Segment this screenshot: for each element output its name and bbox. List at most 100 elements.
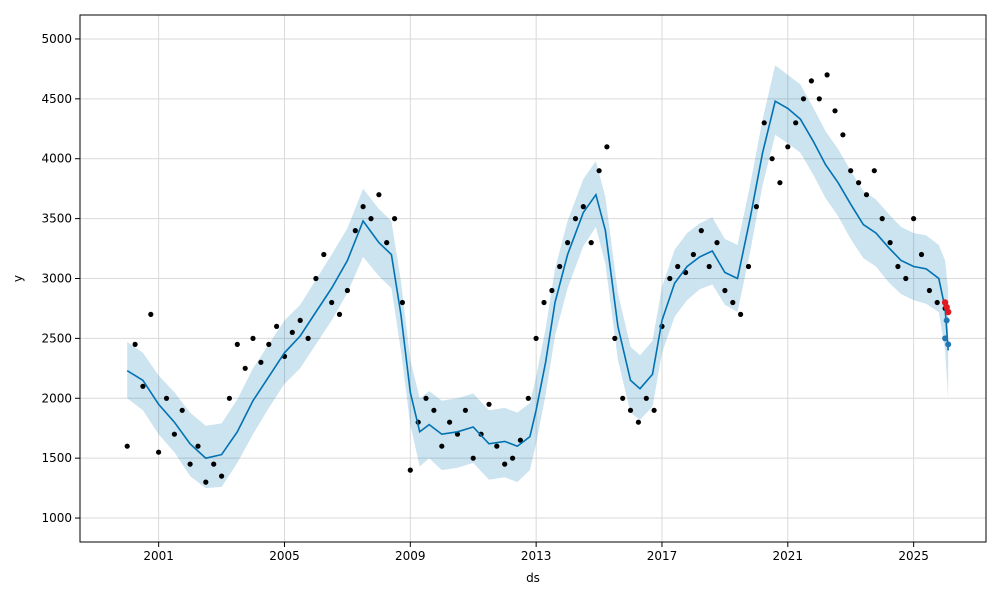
- observed-point: [439, 443, 445, 449]
- observed-point: [848, 168, 854, 174]
- observed-point: [800, 96, 807, 102]
- y-tick-label: 1500: [41, 451, 72, 465]
- observed-point: [376, 192, 382, 198]
- observed-point: [604, 144, 610, 150]
- observed-point: [926, 287, 933, 294]
- observed-point: [643, 395, 649, 401]
- observed-point: [588, 240, 594, 246]
- observed-point: [533, 335, 539, 341]
- observed-point: [612, 335, 618, 341]
- observed-point: [808, 78, 815, 84]
- observed-point: [871, 168, 877, 174]
- observed-point: [549, 287, 555, 294]
- observed-point: [336, 311, 343, 317]
- observed-point: [289, 329, 295, 335]
- observed-point: [816, 96, 822, 102]
- observed-point: [572, 216, 579, 222]
- future-point: [942, 335, 949, 342]
- forecast-line-path: [126, 99, 949, 460]
- y-axis: 1000 1500 2000 2500 3000 3500 4000 4500 5000: [41, 32, 80, 525]
- observed-point: [698, 228, 704, 234]
- future-point: [943, 317, 950, 324]
- observed-point: [132, 341, 138, 347]
- observed-point: [840, 132, 846, 138]
- y-axis-label: y: [11, 275, 25, 282]
- observed-point: [368, 216, 374, 222]
- forecast-line: [126, 99, 949, 460]
- observed-point: [187, 461, 193, 467]
- observed-point: [447, 419, 453, 425]
- highlight-point: [943, 304, 950, 311]
- observed-point: [777, 180, 783, 186]
- x-tick-label: 2025: [898, 549, 929, 563]
- observed-point: [250, 335, 256, 341]
- observed-point: [565, 240, 571, 246]
- observed-point: [274, 323, 280, 329]
- observed-point: [431, 407, 437, 413]
- observed-point: [557, 263, 563, 270]
- observed-point: [706, 263, 712, 270]
- observed-point: [895, 263, 901, 270]
- observed-point: [651, 407, 657, 413]
- observed-point: [226, 395, 232, 401]
- observed-point: [879, 216, 885, 222]
- observed-point: [675, 263, 681, 270]
- observed-point: [596, 168, 602, 174]
- x-axis: 2001 2005 2009 2013 2017 2021 2025: [143, 542, 929, 563]
- observed-point: [918, 251, 925, 258]
- x-tick-label: 2001: [143, 549, 174, 563]
- x-tick-label: 2005: [269, 549, 300, 563]
- observed-point: [462, 407, 468, 413]
- observed-point: [321, 251, 327, 258]
- observed-point: [627, 407, 634, 413]
- observed-point: [714, 240, 720, 246]
- observed-point: [124, 443, 130, 449]
- observed-point: [667, 275, 673, 282]
- y-tick-label: 4500: [41, 92, 72, 106]
- observed-point: [258, 359, 264, 365]
- observed-point: [832, 108, 838, 114]
- observed-point: [824, 72, 830, 78]
- observed-point: [211, 461, 217, 467]
- observed-point: [179, 407, 185, 413]
- observed-point: [156, 449, 162, 455]
- observed-point: [399, 299, 405, 306]
- observed-point: [486, 401, 492, 407]
- observed-point: [352, 228, 358, 234]
- highlight-point: [945, 308, 952, 316]
- observed-point: [148, 311, 154, 317]
- observed-point: [745, 263, 752, 270]
- x-tick-label: 2017: [647, 549, 678, 563]
- observed-point: [171, 431, 177, 437]
- x-tick-label: 2021: [773, 549, 804, 563]
- observed-point: [454, 431, 461, 437]
- observed-point: [934, 299, 940, 306]
- observed-point: [242, 365, 248, 371]
- forecast-points: [941, 299, 952, 348]
- observed-point: [722, 287, 728, 294]
- observed-point: [620, 395, 626, 401]
- y-tick-label: 1000: [41, 511, 72, 525]
- observed-point: [730, 299, 736, 306]
- x-tick-label: 2009: [395, 549, 426, 563]
- observed-point: [635, 419, 642, 425]
- grid: [80, 15, 986, 542]
- observed-point: [360, 204, 366, 210]
- y-tick-label: 3500: [41, 212, 72, 226]
- observed-point: [887, 240, 893, 246]
- observed-point: [502, 461, 508, 467]
- observed-point: [392, 216, 398, 222]
- future-point: [945, 341, 952, 348]
- observed-point: [690, 251, 697, 258]
- x-tick-label: 2013: [521, 549, 552, 563]
- observed-point: [163, 395, 170, 401]
- observed-point: [313, 275, 319, 282]
- observed-point: [541, 299, 547, 306]
- observed-point: [509, 455, 516, 461]
- observed-point: [580, 204, 586, 210]
- observed-point: [344, 287, 350, 294]
- observed-point: [470, 455, 476, 461]
- observed-point: [738, 311, 744, 317]
- observed-point: [517, 437, 524, 443]
